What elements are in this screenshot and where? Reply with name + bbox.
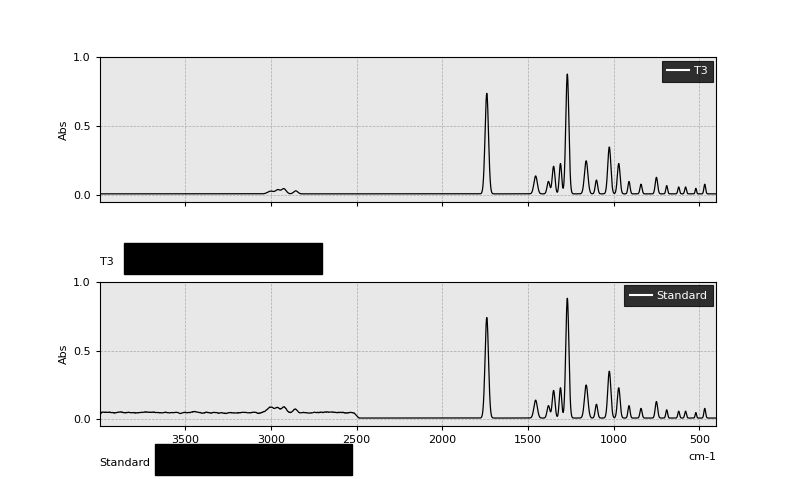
Legend: T3: T3	[661, 61, 713, 82]
Text: cm-1: cm-1	[689, 452, 716, 462]
Y-axis label: Abs: Abs	[59, 344, 68, 364]
Legend: Standard: Standard	[624, 285, 713, 306]
Text: Standard: Standard	[100, 458, 150, 468]
Text: T3: T3	[100, 257, 113, 267]
Bar	[155, 444, 353, 476]
Bar	[124, 243, 322, 274]
Y-axis label: Abs: Abs	[59, 120, 68, 140]
